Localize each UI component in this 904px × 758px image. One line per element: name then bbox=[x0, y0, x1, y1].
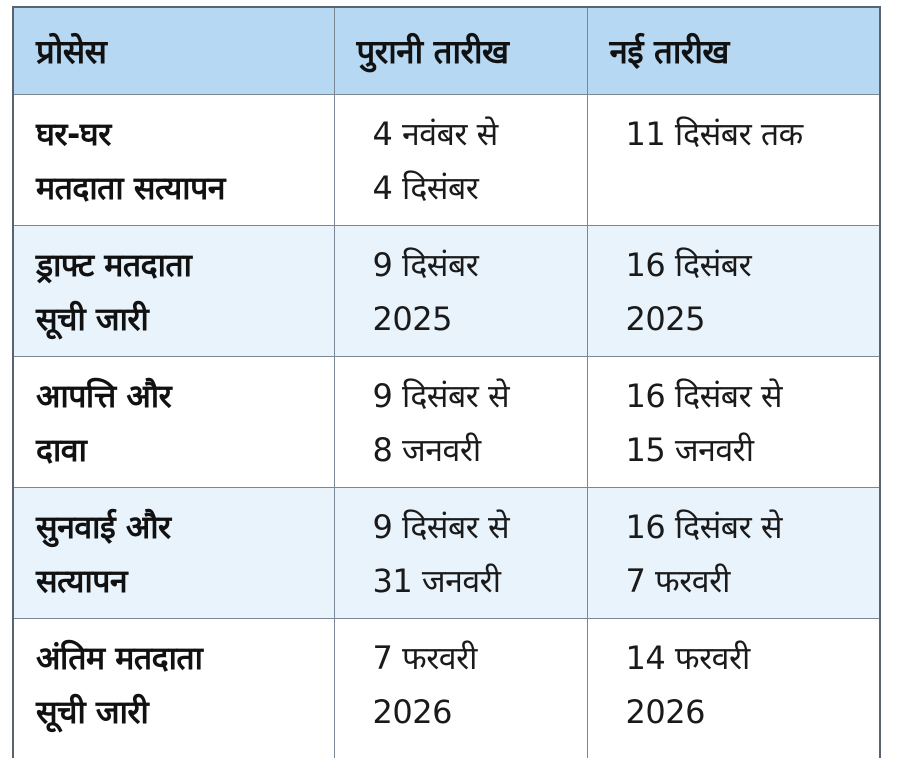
old-date-line: 9 दिसंबर bbox=[372, 245, 479, 284]
old-date-line: 4 नवंबर से bbox=[372, 114, 499, 153]
new-date-cell: 11 दिसंबर तक bbox=[587, 94, 879, 226]
old-date-line: 2025 bbox=[372, 299, 453, 338]
schedule-table: प्रोसेस पुरानी तारीख नई तारीख घर-घर मतदा… bbox=[14, 8, 879, 758]
old-date-cell: 9 दिसंबर से 8 जनवरी bbox=[334, 356, 588, 488]
process-cell: अंतिम मतदाता सूची जारी bbox=[14, 618, 335, 758]
old-date-cell: 4 नवंबर से 4 दिसंबर bbox=[334, 94, 588, 226]
table-header-row: प्रोसेस पुरानी तारीख नई तारीख bbox=[14, 8, 879, 95]
process-cell: घर-घर मतदाता सत्यापन bbox=[14, 94, 335, 226]
header-new-date: नई तारीख bbox=[587, 8, 879, 95]
process-line: सत्यापन bbox=[36, 561, 128, 600]
table-row: अंतिम मतदाता सूची जारी 7 फरवरी 2026 14 फ… bbox=[14, 618, 879, 758]
new-date-line: 7 फरवरी bbox=[625, 561, 731, 600]
new-date-cell: 16 दिसंबर से 7 फरवरी bbox=[587, 487, 879, 619]
schedule-table-container: प्रोसेस पुरानी तारीख नई तारीख घर-घर मतदा… bbox=[12, 6, 881, 758]
process-line: सूची जारी bbox=[36, 299, 149, 338]
process-cell: आपत्ति और दावा bbox=[14, 356, 335, 488]
old-date-line: 31 जनवरी bbox=[372, 561, 502, 600]
old-date-cell: 7 फरवरी 2026 bbox=[334, 618, 588, 758]
old-date-cell: 9 दिसंबर 2025 bbox=[334, 225, 588, 357]
old-date-cell: 9 दिसंबर से 31 जनवरी bbox=[334, 487, 588, 619]
process-line: मतदाता सत्यापन bbox=[36, 168, 226, 207]
header-process: प्रोसेस bbox=[14, 8, 335, 95]
process-line: घर-घर bbox=[36, 114, 111, 153]
old-date-line: 7 फरवरी bbox=[372, 638, 478, 677]
header-old-date: पुरानी तारीख bbox=[334, 8, 588, 95]
old-date-line: 9 दिसंबर से bbox=[372, 507, 510, 546]
process-line: अंतिम मतदाता bbox=[36, 638, 203, 677]
new-date-line: 2025 bbox=[625, 299, 706, 338]
process-line: सूची जारी bbox=[36, 692, 149, 731]
table-row: ड्राफ्ट मतदाता सूची जारी 9 दिसंबर 2025 1… bbox=[14, 225, 879, 357]
process-line: आपत्ति और bbox=[36, 376, 172, 415]
process-cell: सुनवाई और सत्यापन bbox=[14, 487, 335, 619]
old-date-line: 8 जनवरी bbox=[372, 430, 482, 469]
old-date-line: 4 दिसंबर bbox=[372, 168, 479, 207]
new-date-cell: 16 दिसंबर 2025 bbox=[587, 225, 879, 357]
new-date-line: 15 जनवरी bbox=[625, 430, 755, 469]
process-cell: ड्राफ्ट मतदाता सूची जारी bbox=[14, 225, 335, 357]
new-date-line: 16 दिसंबर से bbox=[625, 507, 783, 546]
new-date-line: 11 दिसंबर तक bbox=[625, 114, 804, 153]
old-date-line: 9 दिसंबर से bbox=[372, 376, 510, 415]
old-date-line: 2026 bbox=[372, 692, 453, 731]
new-date-line: 14 फरवरी bbox=[625, 638, 751, 677]
new-date-line: 16 दिसंबर bbox=[625, 245, 752, 284]
table-row: घर-घर मतदाता सत्यापन 4 नवंबर से 4 दिसंबर… bbox=[14, 94, 879, 226]
new-date-line: 16 दिसंबर से bbox=[625, 376, 783, 415]
process-line: दावा bbox=[36, 430, 87, 469]
new-date-line: 2026 bbox=[625, 692, 706, 731]
process-line: ड्राफ्ट मतदाता bbox=[36, 245, 192, 284]
new-date-cell: 16 दिसंबर से 15 जनवरी bbox=[587, 356, 879, 488]
new-date-cell: 14 फरवरी 2026 bbox=[587, 618, 879, 758]
table-row: आपत्ति और दावा 9 दिसंबर से 8 जनवरी 16 दि… bbox=[14, 356, 879, 488]
table-row: सुनवाई और सत्यापन 9 दिसंबर से 31 जनवरी 1… bbox=[14, 487, 879, 619]
process-line: सुनवाई और bbox=[36, 507, 171, 546]
